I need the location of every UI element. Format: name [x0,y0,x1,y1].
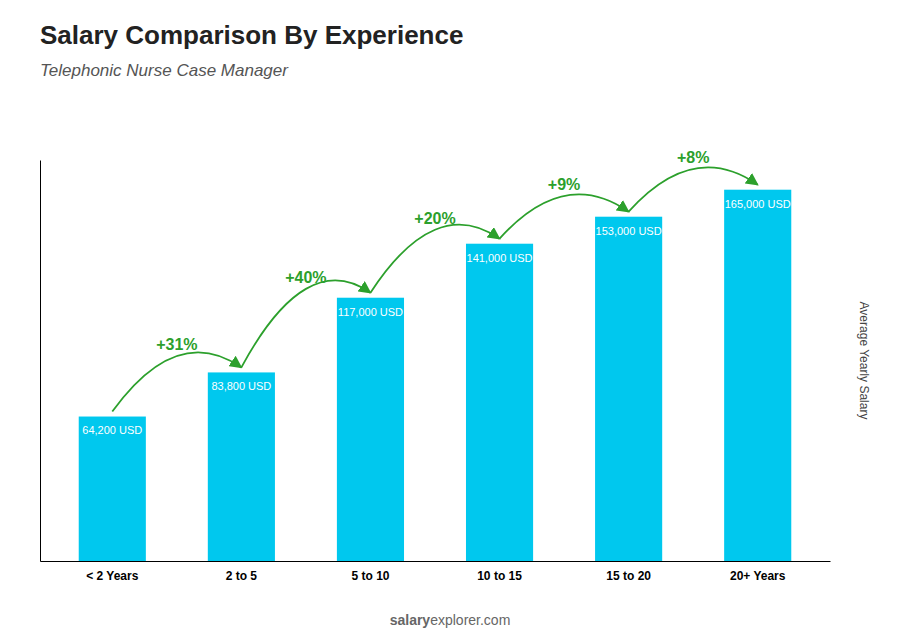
change-label: +9% [548,176,580,193]
x-tick: 20+ Years [730,561,786,583]
data-label: 141,000 USD [467,252,533,264]
x-tick: 5 to 10 [351,561,389,583]
bar [466,244,533,561]
watermark-part: salary [390,612,431,628]
change-annotations: +31% +40% +20% +9% +8% [112,149,757,412]
bars [79,190,792,561]
change-label: +40% [285,269,326,286]
bar [337,298,404,561]
y-label: Average Yearly Salary [857,302,871,420]
data-label: 64,200 USD [82,424,142,436]
y-axis [40,161,41,562]
change-arrow [370,225,499,293]
change-arrow [112,352,241,411]
data-label: 165,000 USD [725,198,791,210]
change-arrow [629,167,758,211]
bar [79,417,146,561]
change-label: +20% [414,210,455,227]
x-tick-label: 10 to 15 [477,569,522,583]
subtitle: Telephonic Nurse Case Manager [40,61,289,80]
x-tick-label: 15 to 20 [606,569,651,583]
data-labels: 64,200 USD 83,800 USD 117,000 USD 141,000 U… [82,198,790,437]
x-axis: < 2 Years 2 to 5 5 to 10 10 to 15 15 to 20 20… [41,561,831,583]
data-label: 117,000 USD [338,306,403,318]
chart: Salary Comparison By Experience Telephoni… [0,0,900,641]
x-tick: 10 to 15 [477,561,522,583]
watermark: salaryexplorer.com [390,612,511,628]
bar [208,372,275,561]
change-label: +31% [156,336,197,353]
change-label: +8% [677,149,709,166]
bar [724,190,791,561]
x-tick: 15 to 20 [606,561,651,583]
change-arrow [241,280,370,367]
watermark-part: explorer.com [430,612,510,628]
bar [595,217,662,561]
change-arrow [500,194,629,238]
x-tick-label: < 2 Years [86,569,138,583]
y-axis-line [40,161,41,562]
title: Salary Comparison By Experience [40,20,463,50]
data-label: 83,800 USD [211,380,271,392]
x-tick-label: 2 to 5 [226,569,258,583]
data-label: 153,000 USD [596,225,662,237]
x-axis-line [41,561,831,562]
x-tick: < 2 Years [86,561,138,583]
x-tick: 2 to 5 [226,561,258,583]
x-tick-label: 5 to 10 [351,569,389,583]
plot: < 2 Years 2 to 5 5 to 10 10 to 15 15 to 20 20… [41,149,831,583]
x-tick-label: 20+ Years [730,569,786,583]
